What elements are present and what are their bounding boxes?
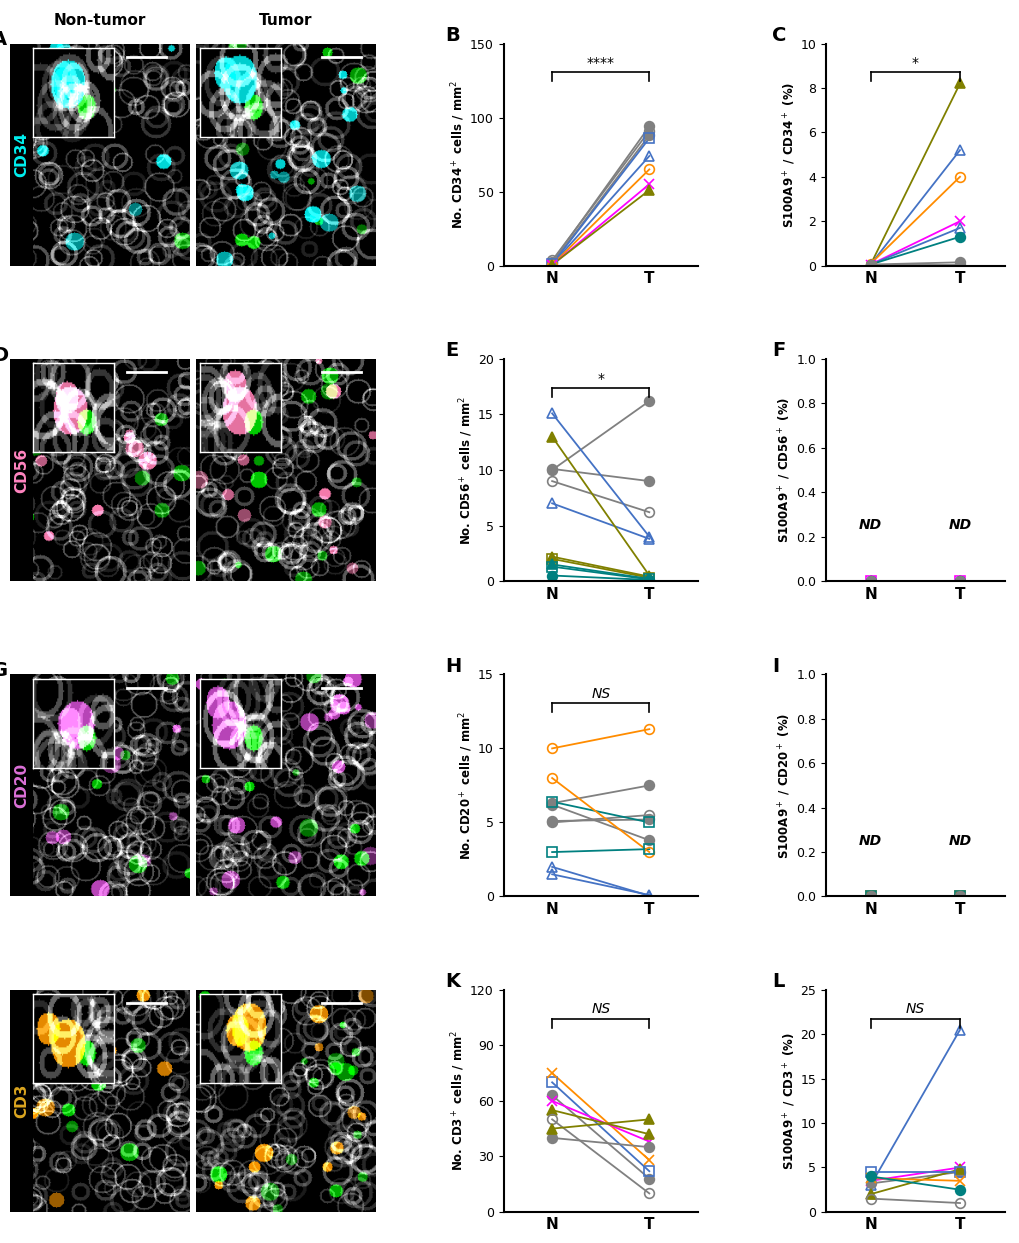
Y-axis label: No. CD3$^+$ cells / mm$^2$: No. CD3$^+$ cells / mm$^2$ [449,1030,467,1171]
Text: D: D [0,346,8,364]
Text: C: C [771,26,786,45]
Text: ****: **** [586,56,614,70]
Text: NS: NS [591,1002,609,1017]
Text: B: B [445,26,460,45]
Y-axis label: No. CD20$^+$ cells / mm$^2$: No. CD20$^+$ cells / mm$^2$ [458,711,475,860]
Y-axis label: S100A9$^+$ / CD56$^+$ (%): S100A9$^+$ / CD56$^+$ (%) [776,397,793,543]
Text: F: F [771,341,785,360]
Text: *: * [597,372,603,385]
Text: *: * [911,56,918,70]
Text: L: L [771,972,784,991]
Bar [10,989,34,1212]
Text: G: G [0,661,8,680]
Y-axis label: S100A9$^+$ / CD20$^+$ (%): S100A9$^+$ / CD20$^+$ (%) [776,712,793,859]
Text: CD56: CD56 [14,447,30,492]
Y-axis label: S100A9$^+$ / CD3$^+$ (%): S100A9$^+$ / CD3$^+$ (%) [781,1032,797,1170]
Bar [10,44,34,266]
Text: ND: ND [858,518,881,532]
Y-axis label: S100A9$^+$ / CD34$^+$ (%): S100A9$^+$ / CD34$^+$ (%) [781,82,797,227]
Text: K: K [445,972,460,991]
Text: A: A [0,30,7,50]
Text: Non-tumor: Non-tumor [54,12,146,27]
Text: NS: NS [905,1002,924,1017]
Text: CD3: CD3 [14,1084,30,1117]
Text: CD34: CD34 [14,132,30,177]
Text: ND: ND [948,834,971,848]
Text: ND: ND [858,834,881,848]
Text: Tumor: Tumor [259,12,313,27]
Bar [10,359,34,580]
Text: H: H [445,656,461,676]
Text: I: I [771,656,779,676]
Text: ND: ND [948,518,971,532]
Text: NS: NS [591,687,609,701]
Y-axis label: No. CD56$^+$ cells / mm$^2$: No. CD56$^+$ cells / mm$^2$ [458,395,475,544]
Y-axis label: No. CD34$^+$ cells / mm$^2$: No. CD34$^+$ cells / mm$^2$ [449,80,467,229]
Text: E: E [445,341,459,360]
Bar [10,675,34,896]
Text: CD20: CD20 [14,763,30,808]
